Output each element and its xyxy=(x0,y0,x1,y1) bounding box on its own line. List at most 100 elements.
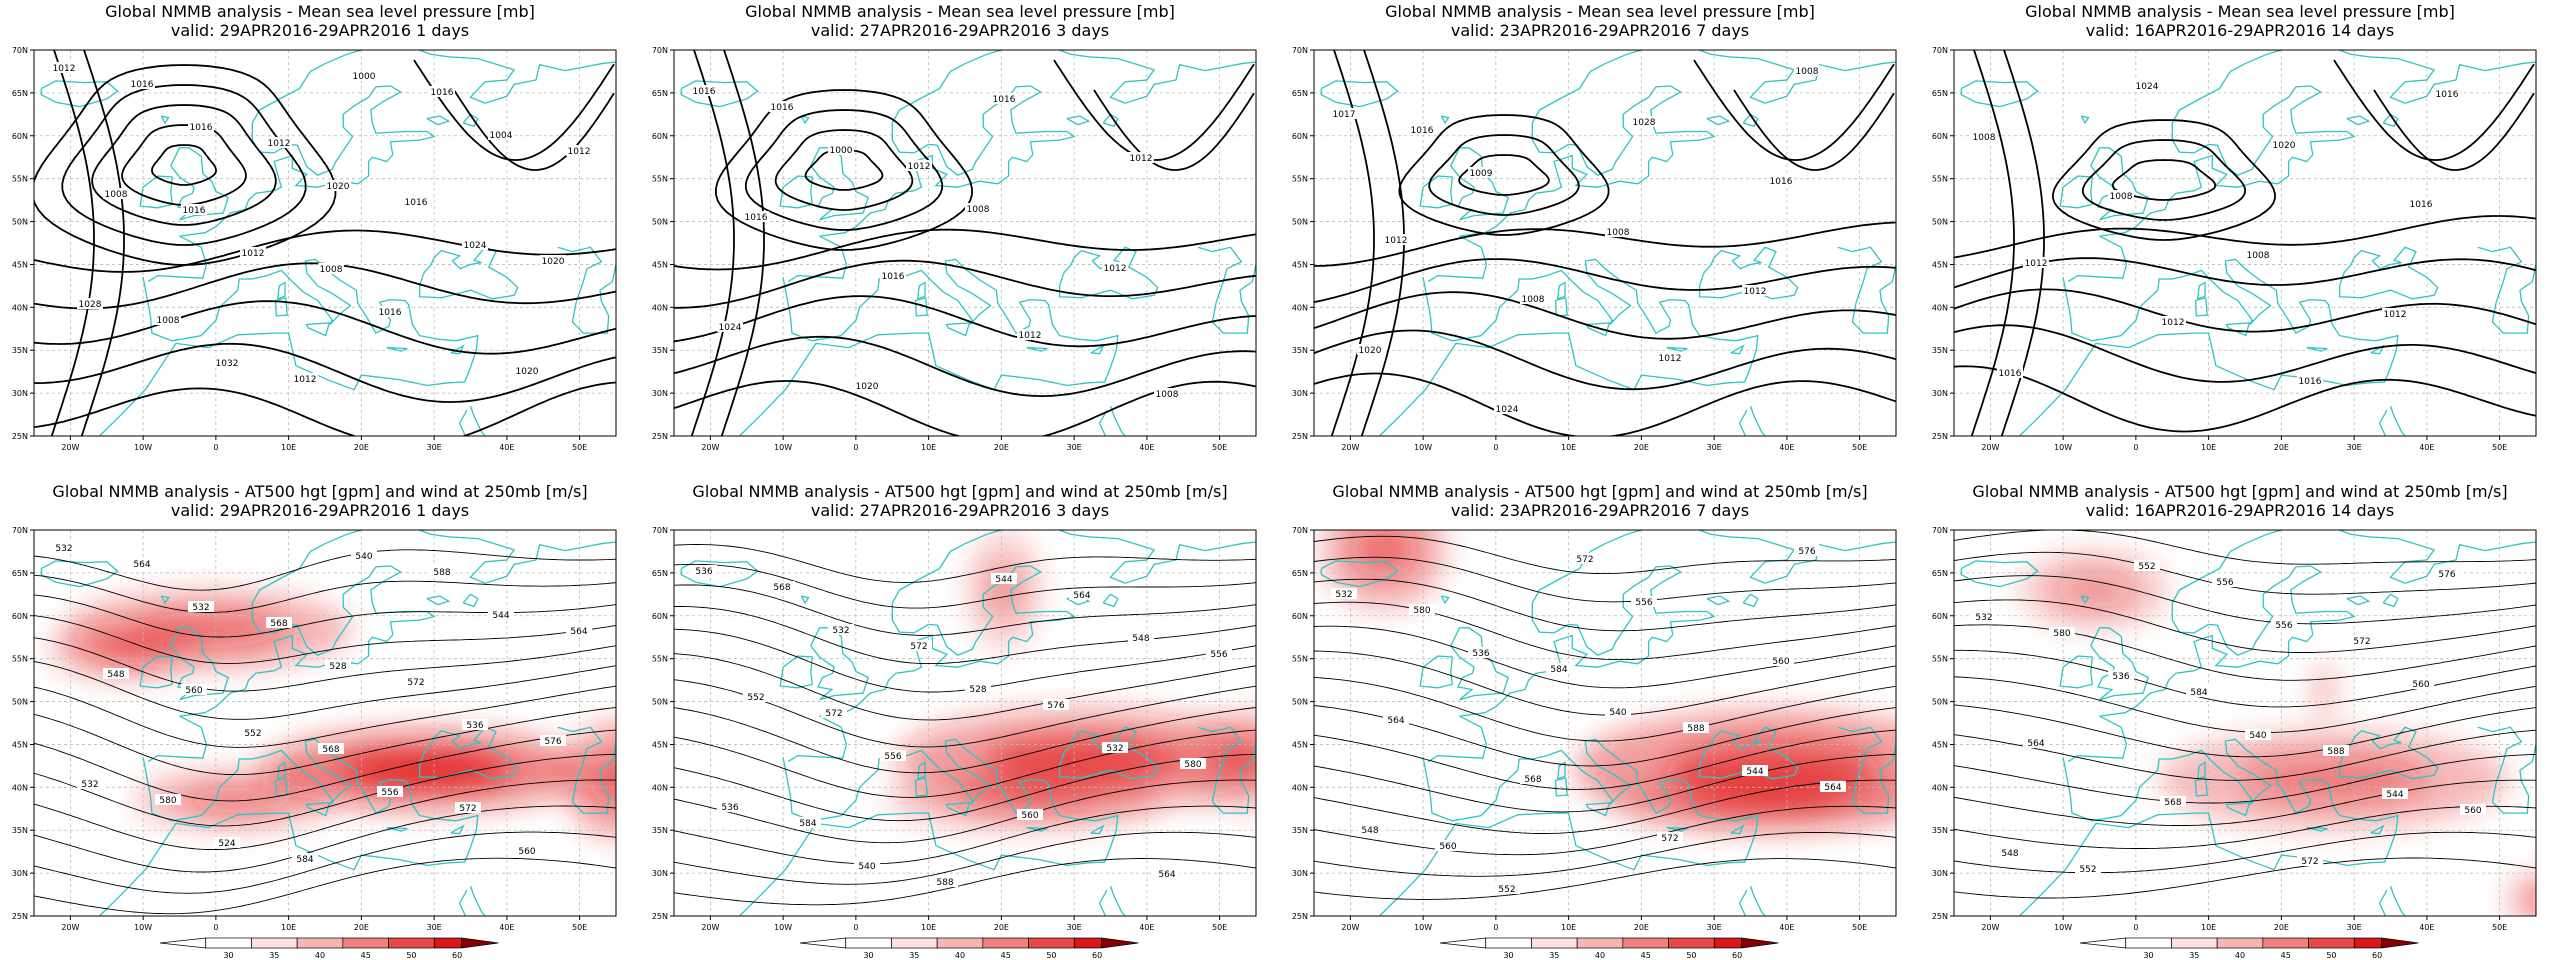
coastline xyxy=(2389,885,2406,916)
colorbar-high-arrow xyxy=(2381,937,2419,949)
colorbar-tick-label: 50 xyxy=(2326,951,2336,960)
coastline xyxy=(2339,530,2536,584)
colorbar-swatch xyxy=(845,937,892,949)
y-tick-label: 60N xyxy=(652,132,668,141)
x-tick-label: 0 xyxy=(213,443,218,452)
colorbar-tick-label: 30 xyxy=(863,951,873,960)
map-frame xyxy=(1313,529,1897,917)
y-tick-label: 30N xyxy=(652,389,668,398)
contour-label-bg xyxy=(2160,316,2186,327)
isobar xyxy=(50,50,95,436)
wind-jet-core xyxy=(2054,572,2134,608)
coastline xyxy=(277,761,286,780)
coastline xyxy=(426,115,451,126)
panel-valid-period: valid: 29APR2016-29APR2016 1 days xyxy=(170,501,470,520)
coastline xyxy=(914,297,928,317)
colorbar-tick-label: 60 xyxy=(2372,951,2382,960)
y-tick-label: 40N xyxy=(1932,303,1948,312)
height-contour xyxy=(34,753,616,827)
contour-label-bg xyxy=(1383,714,1409,725)
contour-label: 1020 xyxy=(516,367,539,377)
contour-label-bg xyxy=(2160,796,2186,807)
x-tick-label: 30E xyxy=(1067,923,1082,932)
contour-label-bg xyxy=(266,137,292,148)
contour-label-bg xyxy=(292,373,318,384)
contour-label: 1028 xyxy=(1633,118,1656,128)
contour-label: 540 xyxy=(355,552,372,562)
contour-label: 576 xyxy=(1047,701,1064,711)
contour-label-bg xyxy=(2408,198,2434,209)
contour-label: 1016 xyxy=(1411,126,1434,136)
colorbar-low-arrow xyxy=(1439,937,1487,949)
y-tick-label: 50N xyxy=(652,218,668,227)
colorbar-swatch xyxy=(982,937,1029,949)
coastline xyxy=(1585,802,1611,817)
x-tick-label: 0 xyxy=(1493,443,1498,452)
contour-label: 532 xyxy=(1106,744,1123,754)
contour-label: 536 xyxy=(466,721,483,731)
height-contour xyxy=(1954,831,2536,874)
contour-label: 576 xyxy=(544,737,561,747)
height-contour xyxy=(1314,705,1896,767)
wind-jet-core xyxy=(1350,530,1418,577)
contour-label: 532 xyxy=(81,780,98,790)
contour-label: 548 xyxy=(2001,849,2018,859)
contour-label-bg xyxy=(2245,249,2271,260)
contour-label: 564 xyxy=(1387,716,1404,726)
coastline xyxy=(139,655,173,689)
y-tick-label: 65N xyxy=(1932,89,1948,98)
contour-label-bg xyxy=(1742,285,1768,296)
colorbar-high-arrow xyxy=(1101,937,1139,949)
coastline xyxy=(1098,409,1108,436)
contour-label-bg xyxy=(906,640,932,651)
contour-label: 548 xyxy=(1361,826,1378,836)
coastline xyxy=(1090,344,1105,355)
coastline xyxy=(179,50,436,237)
isobar xyxy=(2052,119,2276,241)
contour-label-bg xyxy=(906,160,932,171)
colorbar-swatch xyxy=(1028,937,1075,949)
isobar xyxy=(1733,89,1895,171)
y-tick-label: 70N xyxy=(652,46,668,55)
y-tick-label: 40N xyxy=(1292,303,1308,312)
isobar xyxy=(1693,59,1895,161)
contour-label-bg xyxy=(2271,139,2297,150)
contour-label-bg xyxy=(77,778,103,789)
contour-label: 1008 xyxy=(967,205,990,215)
map-panel-mslp-7-days: 1017 1009 1008 1012 1020 1024 1028 1016 1012 1008… xyxy=(1280,0,1920,480)
contour-label: 1008 xyxy=(1973,133,1996,143)
contour-label: 1012 xyxy=(1019,331,1042,341)
colorbar-tick-label: 40 xyxy=(2235,951,2245,960)
x-tick-label: 10W xyxy=(774,443,792,452)
isobar xyxy=(1314,258,1896,303)
coastline xyxy=(139,175,173,209)
contour-label-bg xyxy=(1494,883,1520,894)
contour-label: 1024 xyxy=(719,323,742,333)
contour-label-bg xyxy=(1546,663,1572,674)
contour-label-bg xyxy=(1794,65,1820,76)
x-tick-label: 20E xyxy=(354,443,369,452)
colorbar-tick-label: 40 xyxy=(315,951,325,960)
height-contour xyxy=(1954,599,2536,653)
contour-label: 564 xyxy=(1824,783,1841,793)
contour-label-bg xyxy=(1435,840,1461,851)
isobar xyxy=(674,259,1256,309)
coastline xyxy=(1749,405,1766,436)
contour-label: 556 xyxy=(884,752,901,762)
y-tick-label: 30N xyxy=(1932,389,1948,398)
contour-label-bg xyxy=(1154,868,1180,879)
y-tick-label: 30N xyxy=(1292,389,1308,398)
coastline xyxy=(2306,346,2328,352)
coastline xyxy=(2099,50,2356,237)
panel-title: Global NMMB analysis - Mean sea level pr… xyxy=(105,2,535,21)
contour-label: 1004 xyxy=(490,131,513,141)
coastline xyxy=(819,530,1076,717)
x-tick-label: 20W xyxy=(701,443,719,452)
height-contour xyxy=(1314,753,1896,813)
contour-label-bg xyxy=(188,121,214,132)
height-contour xyxy=(1954,704,2536,758)
isobar xyxy=(674,295,1256,348)
y-tick-label: 50N xyxy=(652,698,668,707)
contour-label-bg xyxy=(2297,855,2323,866)
height-contour xyxy=(674,831,1256,885)
